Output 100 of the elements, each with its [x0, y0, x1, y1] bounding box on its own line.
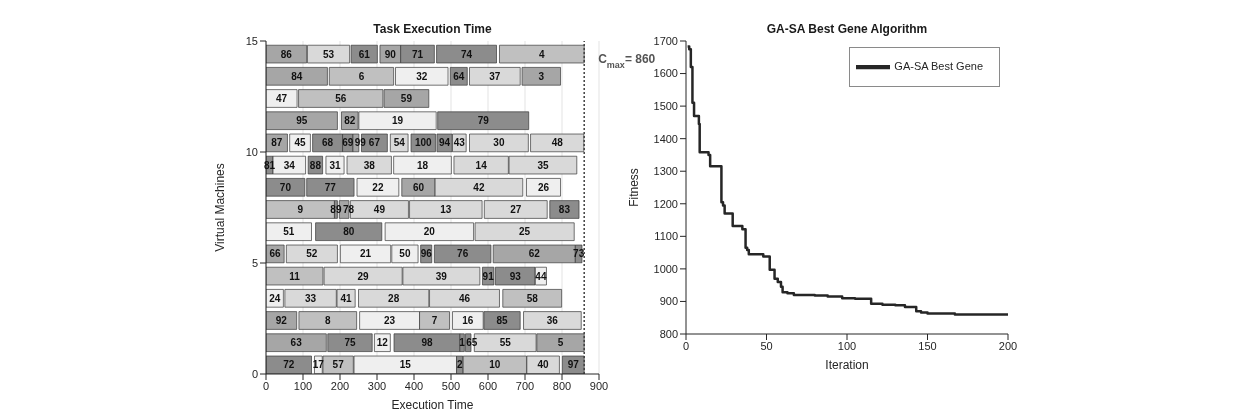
- series-label: 19: [391, 115, 404, 127]
- series-label: 57: [332, 359, 345, 371]
- series-label: 86: [280, 48, 293, 60]
- ref-line-label: C$_{max}$= 860: [598, 52, 656, 70]
- series-label: 53: [322, 48, 335, 60]
- y-tick-label: 1700: [653, 34, 678, 47]
- series-label: 64: [453, 70, 465, 82]
- series-label: 20: [423, 226, 436, 238]
- series-label: 36: [546, 315, 559, 326]
- y-tick-label: 1000: [653, 262, 678, 275]
- series-label: 23: [384, 315, 396, 326]
- series-label: 63: [290, 337, 303, 349]
- series-label: 33: [305, 292, 317, 304]
- y-tick-label: 5: [251, 256, 258, 269]
- y-axis-title: Fitness: [627, 168, 642, 207]
- series-label: 35: [537, 159, 549, 171]
- x-tick-label: 50: [760, 339, 773, 352]
- series-label: 17: [312, 359, 325, 371]
- series-label: 92: [275, 315, 288, 326]
- x-tick-label: 200: [330, 379, 350, 392]
- x-tick-label: 200: [998, 339, 1018, 352]
- series-label: 43: [453, 137, 466, 149]
- series-label: 40: [537, 359, 550, 371]
- series-label: 72: [283, 359, 295, 371]
- series-label: 46: [458, 292, 471, 304]
- series-label: 96: [420, 248, 433, 260]
- bar: [393, 333, 461, 352]
- series-label: 27: [510, 204, 522, 215]
- series-label: 5: [557, 337, 564, 349]
- series-label: 54: [393, 137, 406, 149]
- series-label: 28: [388, 292, 400, 304]
- series-label: 3: [538, 70, 545, 82]
- series-label: 100: [414, 137, 433, 149]
- y-tick-label: 1300: [653, 165, 678, 178]
- series-label: 70: [279, 181, 292, 193]
- series-label: 29: [357, 270, 370, 282]
- x-tick-label: 500: [441, 379, 461, 392]
- chart-title: Task Execution Time: [372, 22, 493, 36]
- x-tick-label: 400: [404, 379, 424, 392]
- series-label: 22: [372, 181, 384, 193]
- y-tick-label: 1600: [653, 67, 678, 80]
- y-axis-title: Virtual Machines: [213, 163, 228, 252]
- series-label: 14: [475, 159, 488, 171]
- y-tick-label: 15: [245, 34, 258, 47]
- legend-label: GA-SA Best Gene: [894, 59, 983, 72]
- series-label: 8: [325, 315, 332, 326]
- y-tick-label: 0: [251, 367, 258, 380]
- series-label: 1: [459, 337, 466, 349]
- series-label: 41: [340, 292, 353, 304]
- x-tick-label: 700: [515, 379, 535, 392]
- series-label: 76: [457, 248, 469, 260]
- y-tick-label: 1500: [653, 100, 678, 113]
- bar: [315, 222, 383, 241]
- series-label: 32: [416, 70, 428, 82]
- series-label: 97: [567, 359, 580, 371]
- series-label: 88: [309, 159, 322, 171]
- series-label: 58: [526, 292, 539, 304]
- x-axis-title: Execution Time: [391, 398, 474, 412]
- series-label: 83: [558, 204, 571, 215]
- bar: [266, 111, 338, 130]
- series-label: 50: [399, 248, 411, 260]
- series-label: 42: [473, 181, 485, 193]
- x-tick-label: 600: [478, 379, 498, 392]
- x-axis-title: Iteration: [825, 358, 869, 372]
- series-label: 62: [528, 248, 541, 260]
- series-label: 44: [535, 270, 547, 282]
- series-label: 56: [335, 93, 347, 104]
- series-label: 34: [283, 159, 296, 171]
- series-label: 2: [456, 359, 463, 371]
- series-label: 85: [496, 315, 509, 326]
- series-label: 7: [431, 315, 438, 326]
- series-label: 15: [399, 359, 412, 371]
- y-tick-label: 800: [659, 327, 678, 340]
- series-label: 94: [438, 137, 451, 149]
- series-label: 30: [493, 137, 505, 149]
- series-label: 45: [294, 137, 307, 149]
- series-label: 77: [324, 181, 337, 193]
- bar: [502, 289, 562, 308]
- y-tick-label: 900: [659, 295, 678, 308]
- series-label: 67: [368, 137, 381, 149]
- series-label: 24: [269, 292, 281, 304]
- series-label: 18: [416, 159, 429, 171]
- series-label: 82: [344, 115, 356, 127]
- x-tick-label: 100: [837, 339, 857, 352]
- y-tick-label: 1200: [653, 197, 678, 210]
- series-label: 4: [539, 48, 546, 60]
- x-tick-label: 300: [367, 379, 387, 392]
- series-label: 11: [289, 270, 301, 282]
- series-label: 48: [551, 137, 564, 149]
- series-label: 6: [358, 70, 365, 82]
- series-label: 74: [460, 48, 473, 60]
- series-label: 68: [322, 137, 334, 149]
- x-tick-label: 100: [293, 379, 313, 392]
- series-label: 95: [296, 115, 308, 127]
- series-label: 25: [519, 226, 531, 238]
- series-label: 90: [384, 48, 397, 60]
- y-tick-label: 1100: [654, 230, 678, 243]
- series-label: 26: [537, 181, 550, 193]
- series-label: 10: [489, 359, 501, 371]
- series-label: 98: [421, 337, 433, 349]
